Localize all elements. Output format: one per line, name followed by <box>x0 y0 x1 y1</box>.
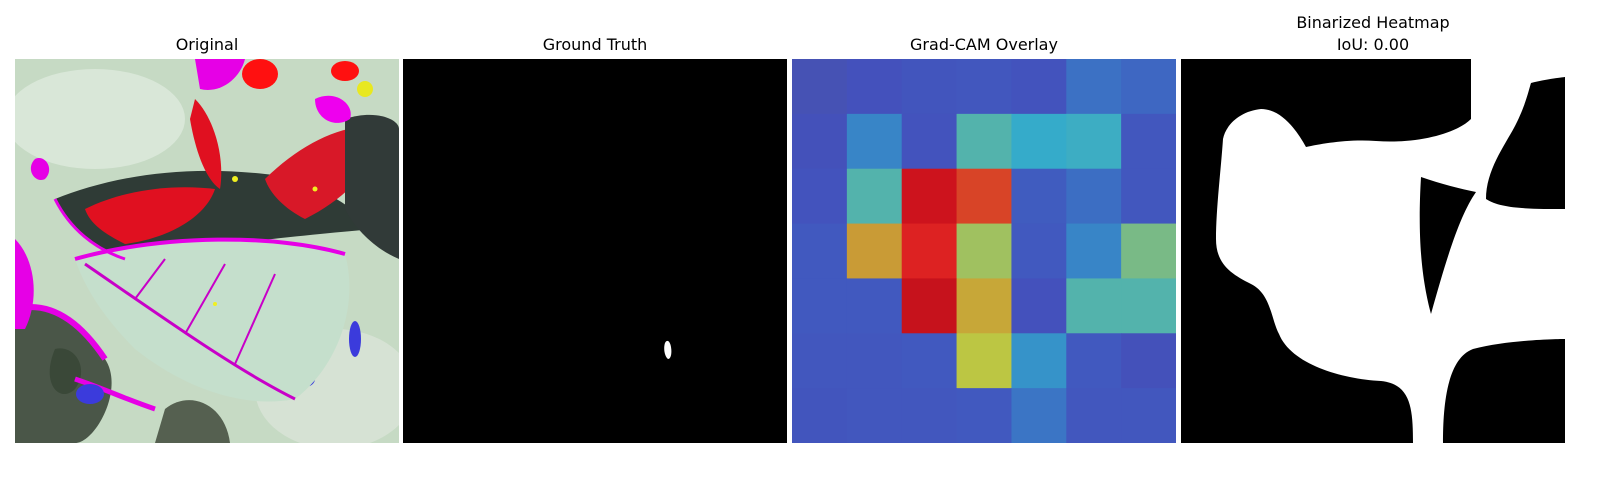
heatmap-cell <box>1066 333 1122 389</box>
gradcam-heatmap-svg <box>792 59 1176 443</box>
heatmap-cell <box>956 333 1012 389</box>
heatmap-cell <box>792 333 848 389</box>
heatmap-cell <box>1066 223 1122 279</box>
heatmap-cell <box>901 59 958 115</box>
heatmap-cell <box>1066 168 1122 225</box>
heatmap-cell <box>1011 168 1067 225</box>
binarized-heatmap <box>1181 59 1565 443</box>
heatmap-cell <box>1121 333 1176 389</box>
binarized-region <box>1216 59 1565 443</box>
heatmap-cell <box>1066 59 1122 115</box>
mask-spot <box>664 340 672 359</box>
heatmap-cell <box>901 388 958 443</box>
heatmap-cell <box>1121 278 1176 334</box>
panel-binarized: Binarized Heatmap IoU: 0.00 <box>1181 0 1565 500</box>
original-image <box>15 59 399 443</box>
heatmap-cell <box>792 388 848 443</box>
original-leaf-picture <box>15 59 399 443</box>
heatmap-cell <box>956 278 1012 334</box>
panel-title-original: Original <box>175 35 239 54</box>
panel-gradcam: Grad-CAM Overlay <box>792 0 1176 500</box>
heatmap-cell <box>1121 168 1176 225</box>
heatmap-cell <box>846 223 903 279</box>
heatmap-cell <box>792 59 848 115</box>
heatmap-cell <box>1011 223 1067 279</box>
panel-title-gradcam: Grad-CAM Overlay <box>910 35 1058 54</box>
heatmap-cell <box>846 59 903 115</box>
heatmap-cell <box>846 113 903 170</box>
heatmap-cell <box>956 223 1012 279</box>
heatmap-cell <box>901 333 958 389</box>
heatmap-cell <box>1066 388 1122 443</box>
heatmap-cell <box>1121 223 1176 279</box>
heatmap-cell <box>792 113 848 170</box>
heatmap-cell <box>901 278 958 334</box>
heatmap-cell <box>1011 388 1067 443</box>
heatmap-cell <box>792 278 848 334</box>
heatmap-cell <box>1011 278 1067 334</box>
heatmap-cell <box>846 388 903 443</box>
heatmap-cell <box>792 168 848 225</box>
heatmap-cell <box>1121 59 1176 115</box>
binarized-hole <box>1419 177 1476 314</box>
heatmap-cell <box>846 278 903 334</box>
panel-subtitle-iou: IoU: 0.00 <box>1336 35 1410 54</box>
heatmap-cell <box>956 168 1012 225</box>
heatmap-cell <box>956 59 1012 115</box>
heatmap-cell <box>1066 278 1122 334</box>
heatmap-cell <box>1011 59 1067 115</box>
ground-truth-mask-svg <box>403 59 787 443</box>
mask-background <box>403 59 787 443</box>
ground-truth-mask <box>403 59 787 443</box>
heatmap-cell <box>1011 113 1067 170</box>
heatmap-cell <box>1011 333 1067 389</box>
heatmap-cell <box>792 223 848 279</box>
heatmap-cell <box>956 113 1012 170</box>
heatmap-cell <box>846 168 903 225</box>
panel-ground-truth: Ground Truth <box>403 0 787 500</box>
panel-title-ground-truth: Ground Truth <box>542 35 648 54</box>
heatmap-cell <box>956 388 1012 443</box>
heatmap-cell <box>901 223 958 279</box>
heatmap-cell <box>1121 388 1176 443</box>
panel-original: Original <box>15 0 399 500</box>
heatmap-cell <box>1121 113 1176 170</box>
binarized-heatmap-svg <box>1181 59 1565 443</box>
heatmap-cell <box>846 333 903 389</box>
panel-title-binarized: Binarized Heatmap <box>1296 13 1450 32</box>
heatmap-cell <box>901 168 958 225</box>
gradcam-overlay <box>792 59 1176 443</box>
heatmap-cell <box>901 113 958 170</box>
heatmap-cell <box>1066 113 1122 170</box>
